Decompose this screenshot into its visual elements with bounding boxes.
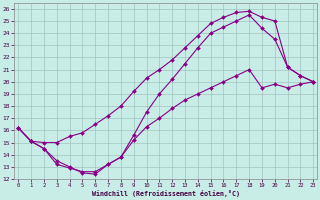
X-axis label: Windchill (Refroidissement éolien,°C): Windchill (Refroidissement éolien,°C): [92, 190, 240, 197]
